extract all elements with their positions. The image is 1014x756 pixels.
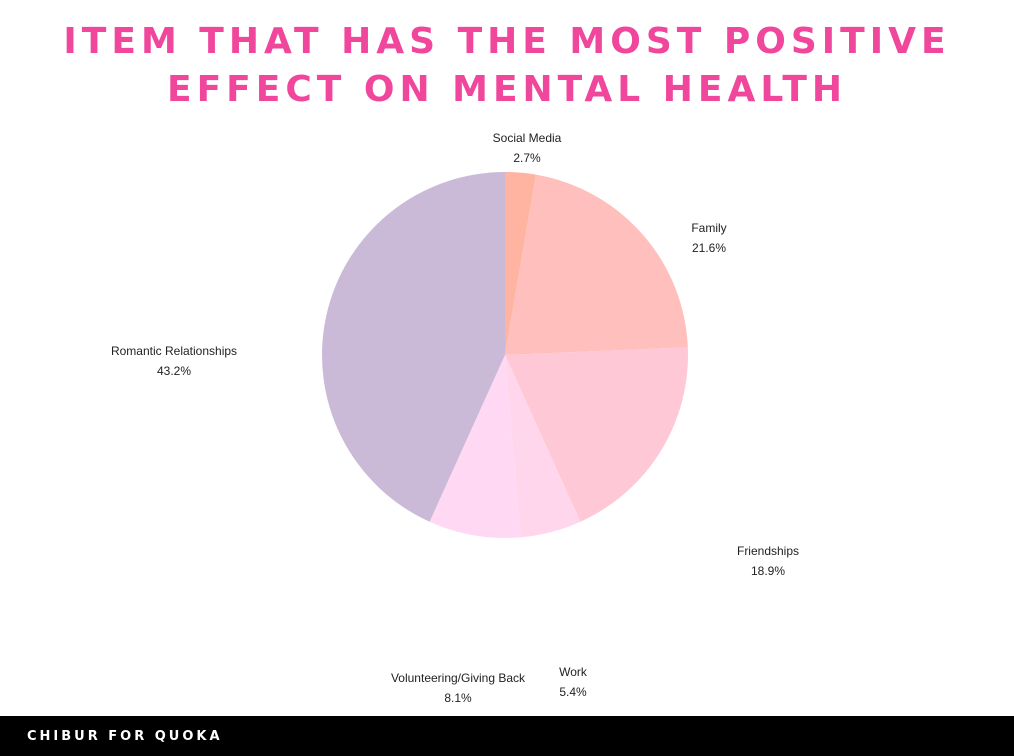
slice-label-name: Romantic Relationships: [110, 344, 238, 358]
slice-label: Family 21.6%: [691, 218, 726, 258]
slice-label: Social Media 2.7%: [493, 128, 562, 168]
slice-label-value: 5.4%: [559, 685, 587, 699]
footer-credit: CHIBUR FOR QUOKA: [27, 729, 223, 744]
slice-label-value: 21.6%: [691, 241, 727, 255]
slice-label-value: 2.7%: [513, 151, 541, 165]
slice-label: Work 5.4%: [559, 662, 587, 702]
slice-label-value: 8.1%: [444, 691, 472, 705]
pie-slice-social-media: [505, 172, 536, 355]
pie-slice-friendships: [505, 347, 689, 522]
slice-label: Romantic Relationships 43.2%: [111, 341, 237, 381]
pie-chart: [322, 172, 689, 538]
pie-slice-family: [505, 174, 688, 355]
pie-slice-volunteering-giving-back: [429, 355, 521, 538]
slice-label-name: Work: [559, 665, 587, 679]
footer-bar: CHIBUR FOR QUOKA: [0, 716, 1014, 756]
slice-label-name: Volunteering/Giving Back: [390, 671, 526, 685]
chart-title-line-2: EFFECT ON MENTAL HEALTH: [166, 69, 848, 110]
slice-label-name: Friendships: [736, 544, 800, 558]
pie-slice-work: [505, 355, 581, 538]
chart-title-line-1: ITEM THAT HAS THE MOST POSITIVE: [63, 21, 951, 62]
pie-slice-romantic-relationships: [322, 172, 505, 522]
slice-label: Friendships 18.9%: [737, 541, 799, 581]
slice-label-name: Social Media: [492, 131, 562, 145]
slice-label-name: Family: [691, 221, 727, 235]
slice-label-value: 18.9%: [750, 564, 786, 578]
slice-label: Volunteering/Giving Back 8.1%: [391, 668, 525, 708]
pie-slices: [322, 172, 689, 538]
chart-title: ITEM THAT HAS THE MOST POSITIVE EFFECT O…: [0, 18, 1014, 114]
slice-label-value: 43.2%: [156, 364, 192, 378]
